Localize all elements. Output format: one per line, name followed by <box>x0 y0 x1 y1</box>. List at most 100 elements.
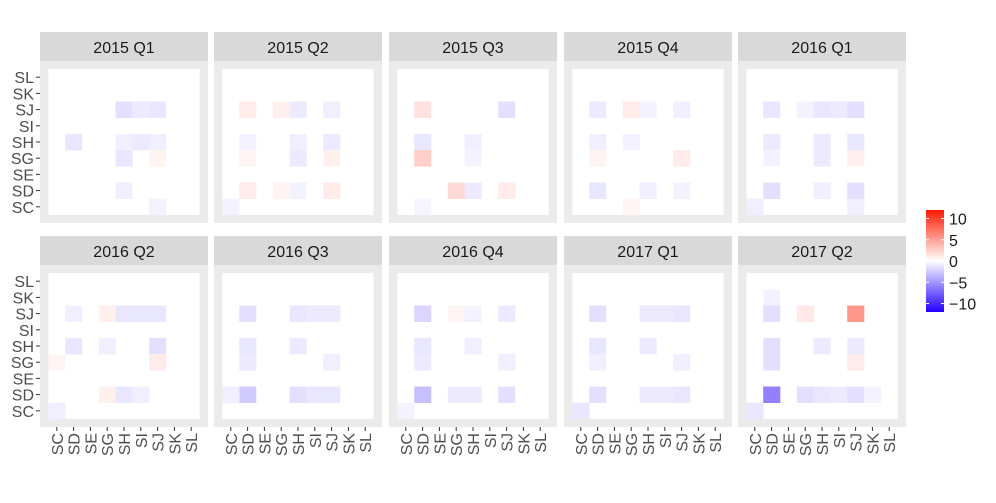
x-tick-label: SC <box>50 433 67 455</box>
facet-label: 2015 Q3 <box>442 40 503 57</box>
heatmap-tile <box>149 133 167 151</box>
x-tick-label: SL <box>358 433 375 453</box>
heatmap-tile <box>414 305 432 322</box>
facet-strip <box>564 32 732 61</box>
y-tick-label: SK <box>13 290 35 307</box>
legend-tick-label: −10 <box>949 297 976 314</box>
y-tick-label: SI <box>19 323 34 340</box>
heatmap-tile <box>656 386 674 403</box>
y-tick-label: SG <box>11 151 34 168</box>
heatmap-tile <box>149 337 167 355</box>
heatmap-tile <box>414 354 432 371</box>
heatmap-tile <box>306 305 324 322</box>
heatmap-tile <box>464 386 482 403</box>
heatmap-tile <box>639 386 657 403</box>
heatmap-tile <box>239 101 257 118</box>
facet-label: 2017 Q1 <box>617 244 678 261</box>
heatmap-tile <box>639 337 657 355</box>
heatmap-tile <box>589 133 607 151</box>
heatmap-tile <box>464 337 482 355</box>
heatmap-tile <box>589 337 607 355</box>
y-tick-label: SG <box>11 355 34 372</box>
heatmap-tile <box>498 305 516 322</box>
x-tick-label: SK <box>516 433 533 455</box>
heatmap-tile <box>289 386 307 403</box>
facet-label: 2016 Q2 <box>93 244 154 261</box>
heatmap-tile <box>847 354 865 371</box>
heatmap-tile <box>864 386 882 403</box>
x-tick-label: SJ <box>151 433 168 452</box>
heatmap-tile <box>414 337 432 355</box>
heatmap-tile <box>498 182 516 199</box>
heatmap-tile <box>622 101 640 118</box>
heatmap-tile <box>763 182 781 199</box>
heatmap-tile <box>239 182 257 199</box>
heatmap-tile <box>763 289 781 306</box>
heatmap-tile <box>447 305 465 322</box>
x-tick-label: SI <box>134 433 151 448</box>
heatmap-tile <box>414 133 432 151</box>
heatmap-tile <box>673 305 691 322</box>
heatmap-tile <box>98 386 116 403</box>
heatmap-tile <box>414 150 432 167</box>
y-tick-label: SJ <box>15 307 34 324</box>
heatmap-tile <box>323 150 341 167</box>
heatmap-tile <box>673 386 691 403</box>
heatmap-tile <box>239 354 257 371</box>
heatmap-tile <box>589 305 607 322</box>
x-tick-label: SH <box>815 433 832 455</box>
facet-panel: 2016 Q1 <box>738 32 906 223</box>
heatmap-tile <box>847 182 865 199</box>
heatmap-tile <box>239 305 257 322</box>
heatmap-tile <box>132 305 150 322</box>
heatmap-tile <box>763 386 781 403</box>
heatmap-tile <box>639 101 657 118</box>
x-tick-label: SJ <box>325 433 342 452</box>
heatmap-tile <box>272 101 290 118</box>
x-tick-label: SJ <box>675 433 692 452</box>
heatmap-tile <box>132 133 150 151</box>
heatmap-tile <box>796 101 814 118</box>
heatmap-tile <box>323 305 341 322</box>
facet-panel: 2017 Q1 SC SD SE SG SH SI SJ SK SL <box>564 236 732 456</box>
x-tick-label: SH <box>117 433 134 455</box>
x-tick-label: SC <box>574 433 591 455</box>
heatmap-tile <box>149 101 167 118</box>
heatmap-tile <box>48 354 66 371</box>
heatmap-tile <box>746 402 764 420</box>
facet-panel: 2016 Q4 SC SD SE SG SH SI SJ SK SL <box>389 236 557 456</box>
heatmap-tile <box>98 337 116 355</box>
heatmap-tile <box>589 386 607 403</box>
y-tick-label: SE <box>13 371 34 388</box>
heatmap-tile <box>673 101 691 118</box>
facet-strip <box>389 236 557 265</box>
heatmap-tile <box>498 354 516 371</box>
heatmap-tile <box>622 133 640 151</box>
facet-strip <box>214 32 382 61</box>
x-tick-label: SE <box>781 433 798 454</box>
facet-panel: 2015 Q4 <box>564 32 732 223</box>
facet-strip <box>214 236 382 265</box>
y-tick-label: SJ <box>15 103 34 120</box>
heatmap-tile <box>763 101 781 118</box>
x-tick-label: SD <box>591 433 608 455</box>
heatmap-tile <box>622 198 640 216</box>
facet-strip <box>738 32 906 61</box>
x-tick-label: SL <box>184 433 201 453</box>
legend-tick-label: 10 <box>949 212 967 229</box>
y-tick-label: SC <box>12 404 34 421</box>
x-tick-label: SK <box>167 433 184 455</box>
facet-strip <box>40 32 208 61</box>
heatmap-tile <box>673 182 691 199</box>
heatmap-tile <box>639 305 657 322</box>
x-tick-label: SG <box>100 433 117 456</box>
heatmap-tile <box>847 133 865 151</box>
heatmap-tile <box>239 386 257 403</box>
y-tick-label: SL <box>14 70 34 87</box>
heatmap-tile <box>656 305 674 322</box>
x-tick-label: SK <box>341 433 358 455</box>
heatmap-tile <box>813 386 831 403</box>
heatmap-tile <box>65 133 83 151</box>
heatmap-tile <box>813 101 831 118</box>
